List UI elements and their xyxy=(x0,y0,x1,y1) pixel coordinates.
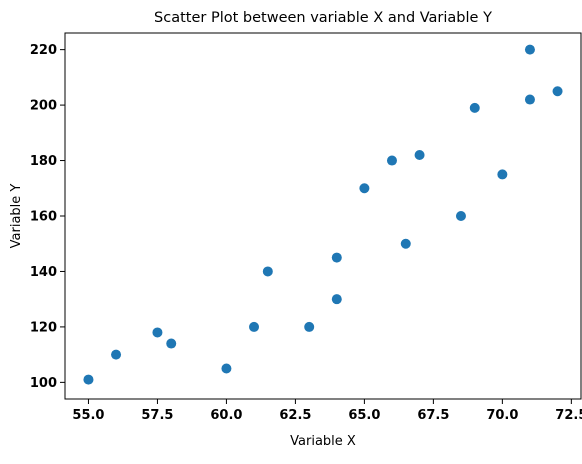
scatter-point xyxy=(400,238,411,249)
x-tick-label: 65.0 xyxy=(348,408,380,423)
scatter-point xyxy=(249,321,260,332)
scatter-point xyxy=(524,94,535,105)
x-tick-label: 62.5 xyxy=(279,408,311,423)
scatter-point xyxy=(83,374,94,385)
scatter-point xyxy=(359,183,370,194)
scatter-point xyxy=(221,363,232,374)
scatter-point xyxy=(331,294,342,305)
scatter-point xyxy=(469,102,480,113)
x-tick-label: 72.5 xyxy=(555,408,582,423)
scatter-point xyxy=(386,155,397,166)
scatter-point xyxy=(414,150,425,160)
y-tick-label: 220 xyxy=(30,43,57,58)
y-tick-label: 160 xyxy=(30,210,57,225)
plot-frame xyxy=(64,32,582,400)
points-layer xyxy=(83,44,563,385)
scatter-point xyxy=(152,327,163,338)
x-axis-title: Variable X xyxy=(290,434,356,449)
scatter-point xyxy=(304,321,315,332)
x-tick-label: 60.0 xyxy=(210,408,242,423)
y-tick-label: 180 xyxy=(30,154,57,169)
y-tick-label: 200 xyxy=(30,99,57,114)
x-tick-label: 55.0 xyxy=(72,408,104,423)
scatter-point xyxy=(497,169,508,180)
scatter-point xyxy=(455,211,466,221)
chart-title: Scatter Plot between variable X and Vari… xyxy=(154,10,492,26)
y-axis-title: Variable Y xyxy=(9,184,24,249)
x-tick-label: 70.0 xyxy=(486,408,518,423)
y-tick-label: 100 xyxy=(30,376,57,391)
scatter-point xyxy=(552,86,563,97)
y-tick-label: 140 xyxy=(30,265,57,280)
x-tick-label: 57.5 xyxy=(141,408,173,423)
scatter-point xyxy=(111,349,122,360)
ticks-layer: 55.0 57.5 60.0 62.5 65.0 67.5 70.0 72.5 100 120 14… xyxy=(30,43,582,423)
x-tick-label: 67.5 xyxy=(417,408,449,423)
scatter-point xyxy=(331,252,342,263)
y-tick-label: 120 xyxy=(30,320,57,335)
scatter-point xyxy=(166,338,177,349)
scatter-point xyxy=(262,266,273,277)
scatter-point xyxy=(524,44,535,55)
